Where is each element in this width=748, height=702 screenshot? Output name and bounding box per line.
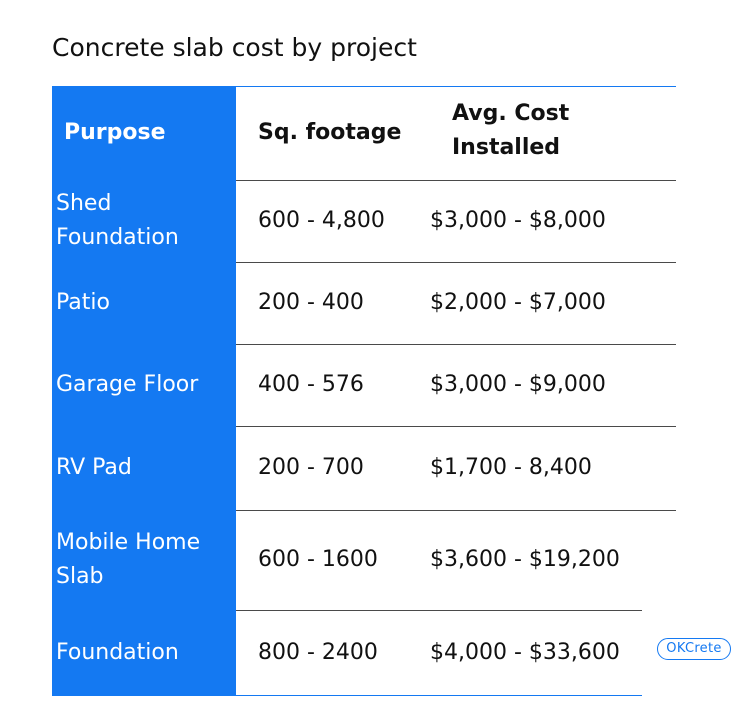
header-avg-cost: Avg. Cost Installed (452, 101, 570, 160)
table-top-rule (236, 86, 676, 87)
cell-purpose: RV Pad (56, 455, 132, 480)
cell-sq-footage: 200 - 700 (258, 455, 364, 480)
cell-purpose: Patio (56, 290, 110, 315)
cell-sq-footage: 600 - 1600 (258, 547, 378, 572)
cell-avg-cost: $2,000 - $7,000 (430, 290, 606, 315)
cell-sq-footage: 600 - 4,800 (258, 208, 385, 233)
row-divider (236, 262, 676, 263)
row-divider (236, 180, 676, 181)
cell-purpose: Shed Foundation (56, 191, 179, 250)
cell-purpose: Foundation (56, 639, 179, 665)
cell-avg-cost: $3,000 - $8,000 (430, 208, 606, 233)
cell-avg-cost: $3,600 - $19,200 (430, 547, 620, 572)
row-divider (236, 344, 676, 345)
cell-purpose: Mobile Home Slab (56, 530, 201, 589)
row-divider (236, 610, 642, 611)
cell-avg-cost: $4,000 - $33,600 (430, 639, 620, 665)
row-divider (236, 426, 676, 427)
cell-avg-cost: $1,700 - 8,400 (430, 455, 592, 480)
header-purpose: Purpose (64, 120, 166, 145)
header-sq-footage: Sq. footage (258, 120, 402, 145)
cell-avg-cost: $3,000 - $9,000 (430, 372, 606, 397)
purpose-column-background (52, 86, 236, 696)
table-bottom-rule (236, 695, 642, 696)
cell-sq-footage: 400 - 576 (258, 372, 364, 397)
cell-purpose: Garage Floor (56, 372, 199, 397)
cell-sq-footage: 200 - 400 (258, 290, 364, 315)
page-title: Concrete slab cost by project (52, 33, 417, 62)
okcrete-logo: OKCrete (657, 638, 731, 660)
cell-sq-footage: 800 - 2400 (258, 639, 378, 665)
row-divider (236, 510, 676, 511)
